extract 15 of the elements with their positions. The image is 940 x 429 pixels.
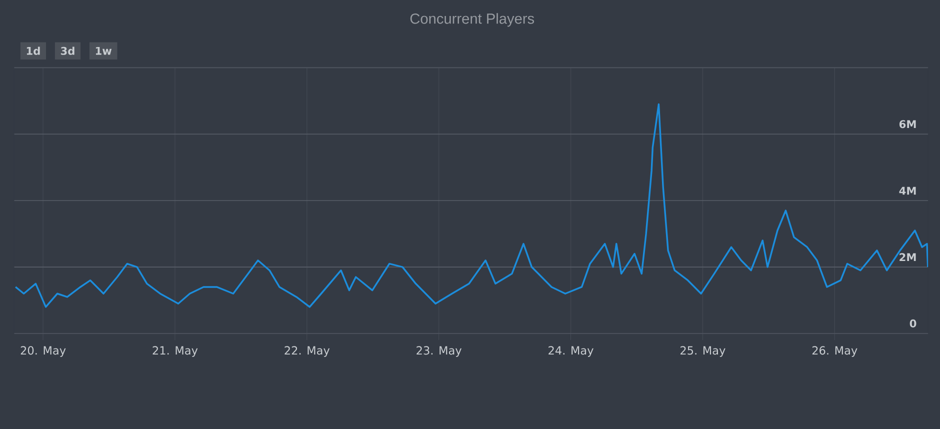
x-tick-label: 25. May xyxy=(680,346,726,357)
text: 3d xyxy=(60,46,74,55)
x-tick-label: 23. May xyxy=(416,346,462,357)
y-tick-label: 4M xyxy=(899,186,916,195)
x-tick-label: 21. May xyxy=(152,346,198,357)
chart-title: Concurrent Players xyxy=(410,13,534,27)
y-tick-label: 6M xyxy=(899,120,916,128)
text: 1w xyxy=(96,46,112,55)
text: 1d xyxy=(26,46,40,55)
x-tick-label: 22. May xyxy=(284,346,330,357)
y-tick-label: 0 xyxy=(910,319,916,328)
x-tick-label: 20. May xyxy=(20,346,66,357)
y-tick-label: 2M xyxy=(900,253,916,261)
x-tick-label: 26. May xyxy=(812,346,858,357)
x-tick-label: 24. May xyxy=(548,346,594,357)
